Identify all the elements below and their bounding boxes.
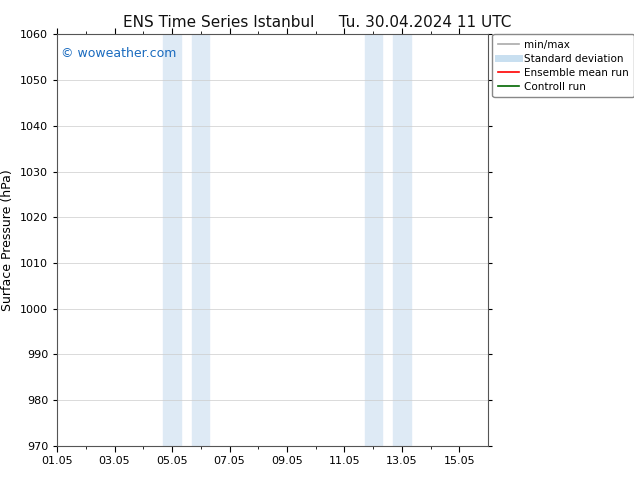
Y-axis label: Surface Pressure (hPa): Surface Pressure (hPa): [1, 169, 15, 311]
Bar: [365, 34, 382, 446]
Text: © woweather.com: © woweather.com: [61, 47, 177, 60]
Text: ENS Time Series Istanbul     Tu. 30.04.2024 11 UTC: ENS Time Series Istanbul Tu. 30.04.2024 …: [123, 15, 511, 30]
Legend: min/max, Standard deviation, Ensemble mean run, Controll run: min/max, Standard deviation, Ensemble me…: [493, 34, 634, 97]
Bar: [164, 34, 181, 446]
Bar: [393, 34, 411, 446]
Bar: [192, 34, 209, 446]
